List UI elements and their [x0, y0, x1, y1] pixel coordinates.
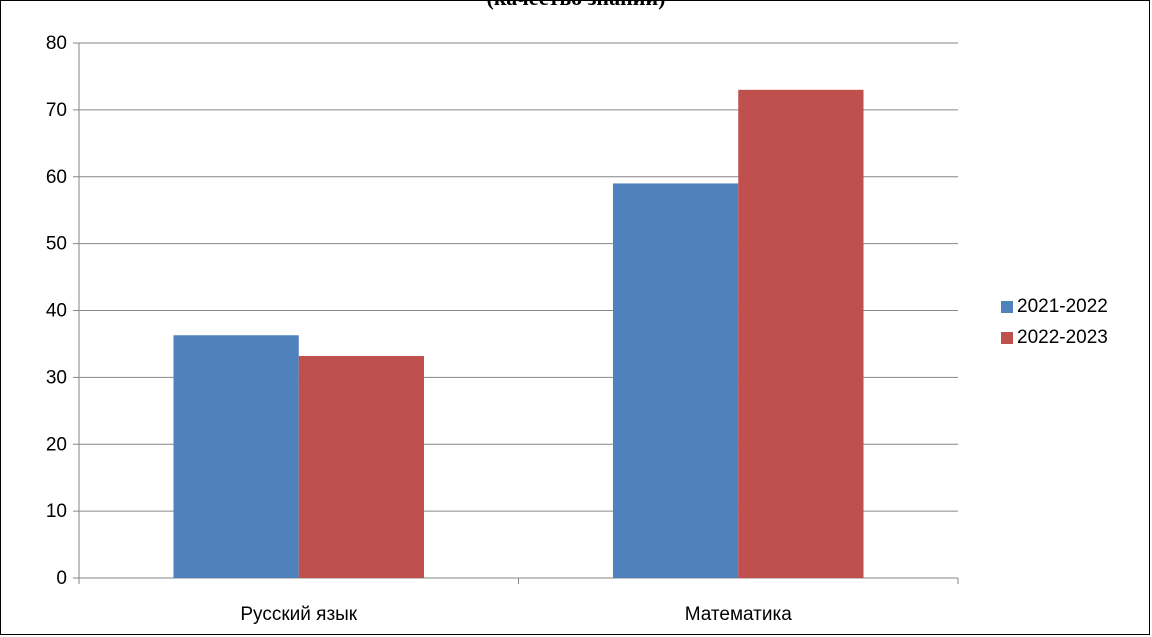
y-tick-label-0: 0: [56, 568, 67, 589]
chart-title: (качество знаний): [1, 1, 1149, 11]
bar-1-1: [173, 335, 299, 578]
y-tick-label-10: 10: [46, 501, 67, 522]
chart-legend: 2021-2022 2022-2023: [1001, 291, 1108, 353]
bar-2-1: [298, 355, 425, 578]
y-tick-label-40: 40: [46, 301, 67, 322]
y-tick-label-70: 70: [46, 100, 67, 121]
y-tick-label-50: 50: [46, 234, 67, 255]
legend-item-series-1: 2021-2022: [1001, 291, 1108, 322]
bar-1-2: [612, 183, 739, 578]
bar-2-2: [738, 89, 864, 578]
x-tick-label-1: Русский язык: [240, 604, 357, 625]
legend-label-series-2: 2022-2023: [1017, 326, 1108, 348]
legend-swatch-series-2: [1001, 331, 1013, 344]
legend-label-series-1: 2021-2022: [1017, 295, 1108, 317]
y-tick-label-20: 20: [46, 434, 67, 455]
x-tick-label-2: Математика: [685, 604, 793, 625]
legend-swatch-series-1: [1001, 300, 1013, 313]
y-tick-label-60: 60: [46, 167, 67, 188]
y-tick-label-80: 80: [46, 33, 67, 54]
y-tick-label-30: 30: [46, 367, 67, 388]
legend-item-series-2: 2022-2023: [1001, 322, 1108, 353]
